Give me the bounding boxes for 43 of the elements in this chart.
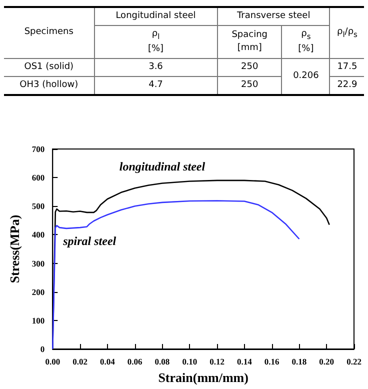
text: 250 (217, 76, 282, 95)
x-tick-label: 0.16 (264, 356, 280, 366)
series-label: longitudinal steel (119, 159, 206, 174)
y-axis-title: Stress(MPa) (7, 214, 22, 284)
text: [mm] (237, 42, 262, 53)
series-label: spiral steel (62, 234, 117, 248)
x-tick-label: 0.18 (292, 356, 307, 366)
y-tick-label: 100 (32, 315, 45, 326)
x-tick-label: 0.10 (182, 356, 198, 366)
x-tick-label: 0.22 (346, 356, 362, 366)
text: 250 (217, 58, 282, 76)
text: OH3 (hollow) (4, 76, 94, 95)
text: 17.5 (330, 58, 364, 76)
x-tick-label: 0.14 (236, 356, 253, 366)
text: Transverse steel (217, 7, 330, 26)
x-tick-label: 0.06 (127, 356, 142, 366)
text: 0.206 (282, 58, 330, 95)
text: [%] (298, 44, 314, 54)
x-tick-label: 0.20 (319, 356, 334, 366)
text: ρ$_{s}$ (301, 29, 311, 41)
y-tick-label: 600 (32, 172, 45, 183)
x-tick-label: 0.04 (100, 356, 116, 366)
y-tick-label: 0 (40, 344, 45, 354)
y-tick-label: 200 (32, 286, 45, 297)
x-tick-label: 0.12 (210, 356, 224, 366)
y-tick-label: 700 (32, 144, 45, 154)
x-axis-title: Strain(mm/mm) (158, 370, 248, 385)
text: ρ$_{l}$ (152, 29, 160, 41)
text: Spacing (232, 30, 268, 40)
x-tick-label: 0.00 (45, 356, 60, 366)
text: 3.6 (94, 58, 218, 76)
y-tick-label: 300 (32, 258, 45, 268)
text: 4.7 (94, 76, 218, 95)
text: Longitudinal steel (94, 7, 218, 26)
x-tick-label: 0.08 (154, 356, 170, 366)
text: ρ$_{l}$/ρ$_{s}$ (330, 7, 364, 58)
text: OS1 (solid) (4, 58, 94, 76)
text: 22.9 (330, 76, 364, 95)
text: [%] (148, 44, 164, 54)
y-tick-label: 400 (32, 230, 45, 240)
x-tick-label: 0.02 (72, 356, 88, 366)
text: Specimens (4, 7, 94, 58)
y-tick-label: 500 (32, 201, 45, 212)
